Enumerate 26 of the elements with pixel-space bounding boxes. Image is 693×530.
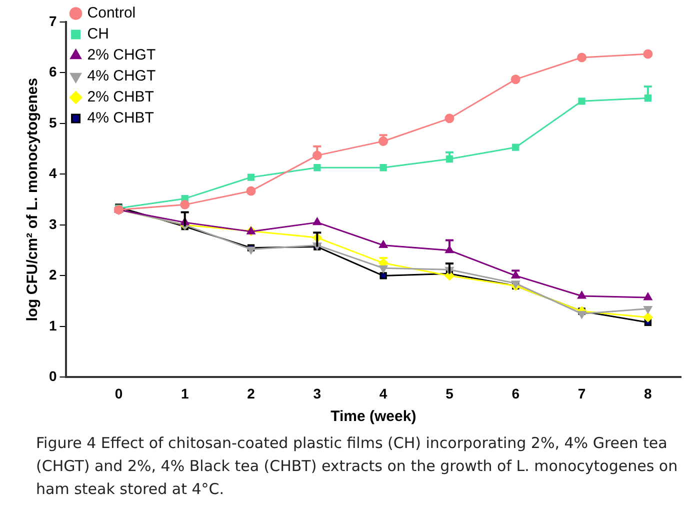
y-tick-label: 6: [48, 64, 57, 80]
x-tick-label: 3: [313, 385, 322, 402]
x-tick-label: 2: [247, 385, 256, 402]
legend-label: 2% CHBT: [87, 88, 154, 106]
x-tick-label: 6: [512, 385, 520, 402]
x-tick-label: 5: [446, 385, 454, 402]
legend-label: CH: [87, 26, 109, 43]
legend-label: 4% CHBT: [87, 110, 154, 127]
y-tick-label: 7: [48, 12, 57, 29]
x-tick-label: 4: [379, 385, 388, 402]
x-tick-label: 0: [114, 385, 123, 402]
caption: Figure 4 Effect of chitosan-coated plastic films (CH) incorporating 2%, 4% Green tea (CHGT) and 2%, 4% Black tea (CHBT) extracts on the growth of L. monocytogenes on ham steak stored at 4°C.: [36, 433, 679, 500]
legend-label: 2% CHGT: [87, 46, 156, 64]
y-tick-label: 4: [48, 165, 57, 182]
x-tick-label: 7: [578, 385, 586, 402]
x-tick-label: 8: [644, 385, 652, 402]
x-tick-label: 1: [180, 385, 189, 402]
y-tick-label: 3: [48, 216, 57, 232]
y-tick-label: 0: [48, 368, 57, 384]
y-axis-title: log CFU/cm² of L. monocytogenes: [24, 78, 42, 322]
y-tick-label: 5: [48, 114, 57, 130]
y-tick-label: 2: [48, 266, 57, 283]
legend-label: Control: [87, 4, 136, 22]
x-axis-title: Time (week): [330, 408, 416, 426]
y-tick-label: 1: [48, 317, 57, 334]
legend-label: 4% CHGT: [87, 68, 156, 85]
